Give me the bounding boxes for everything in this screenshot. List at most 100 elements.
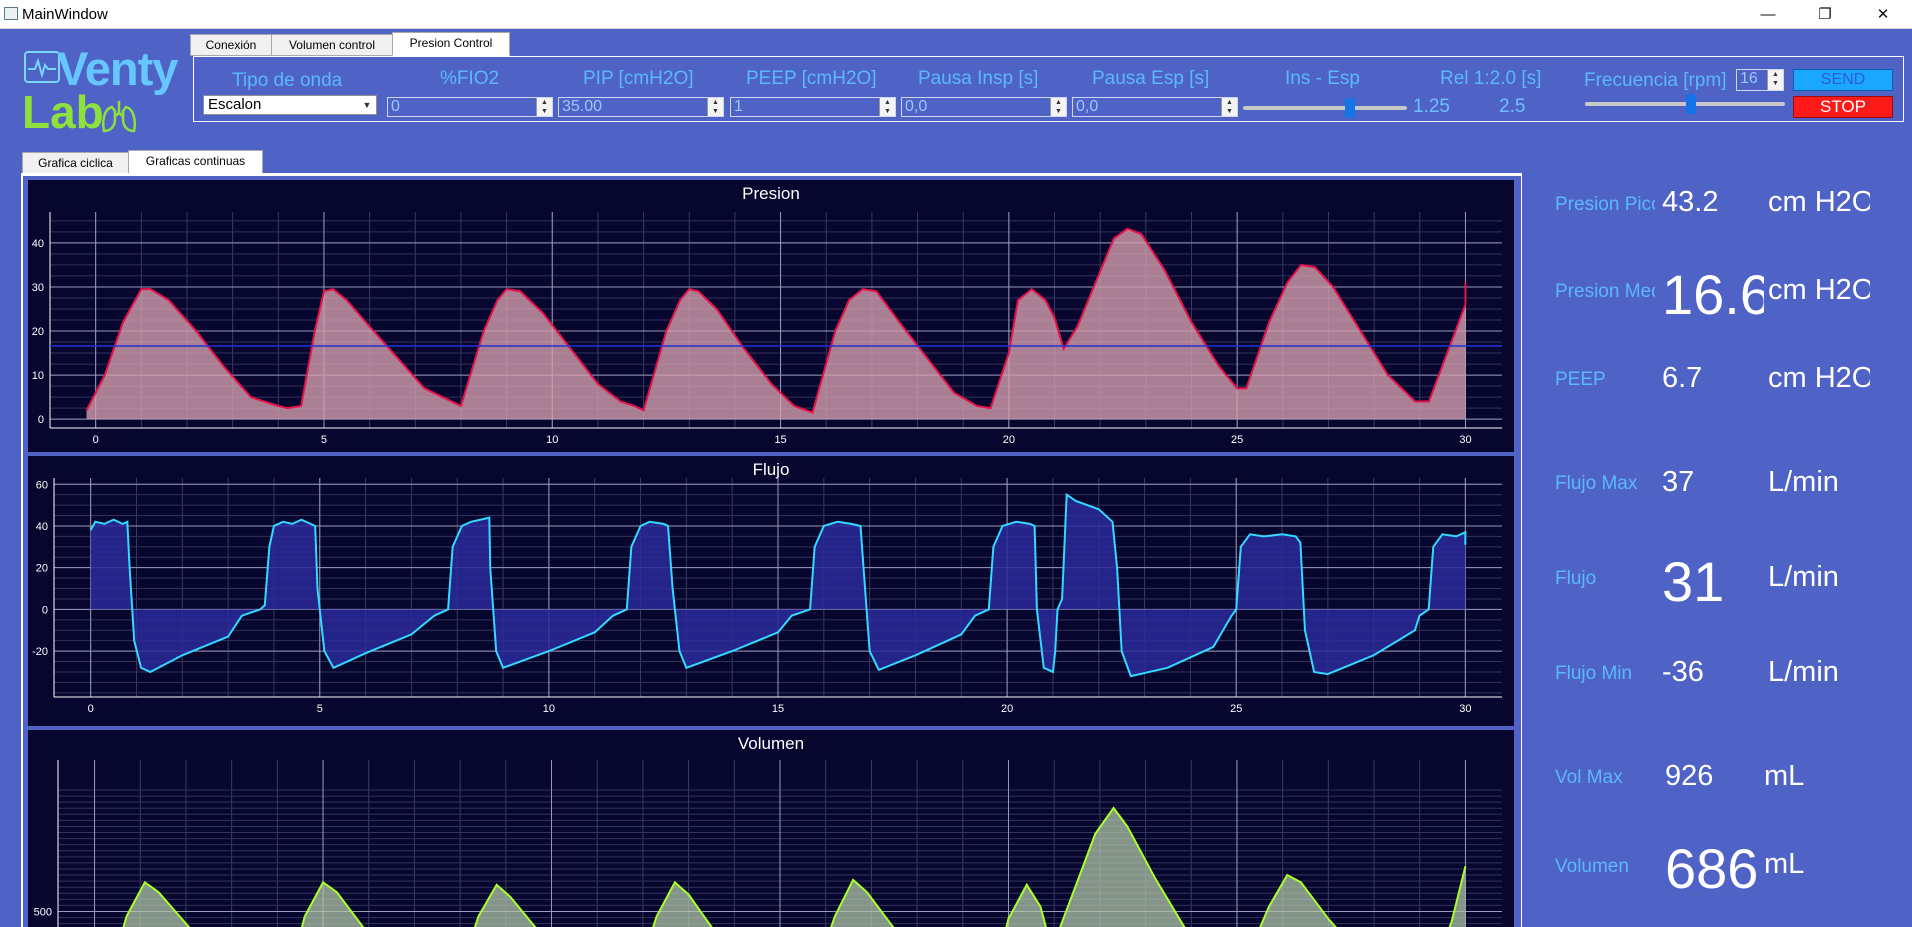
spin-arrows-icon[interactable]: ▲ ▼ (879, 98, 895, 116)
pressure-x-tick-label: 10 (546, 434, 558, 446)
metric-label-vol-max: Vol Max (1555, 767, 1623, 788)
flow-x-tick-label: 0 (88, 703, 94, 715)
flow-line (89, 492, 1467, 678)
flow-x-tick-label: 15 (772, 703, 784, 715)
pip-label: PIP [cmH2O] (583, 68, 694, 89)
pressure-y-tick-label: 40 (32, 238, 44, 250)
pausa-insp-spinbox[interactable]: 0,0 ▲ ▼ (901, 97, 1067, 117)
tab-grafica-ciclica[interactable]: Grafica ciclica (22, 152, 129, 174)
metric-unit-vol-max: mL (1764, 760, 1805, 792)
metric-unit-presion-media: cm H2O (1768, 274, 1870, 306)
tipo-onda-select[interactable]: Escalon ▼ (203, 95, 377, 115)
pressure-graph-title: Presion (742, 184, 800, 203)
chevron-down-icon: ▼ (362, 100, 372, 110)
pip-spinbox[interactable]: 35.00 ▲ ▼ (558, 97, 724, 117)
pressure-y-tick-label: 20 (32, 326, 44, 338)
stop-button[interactable]: STOP (1793, 96, 1893, 118)
metric-label-peep: PEEP (1555, 369, 1606, 390)
pressure-x-tick-label: 5 (321, 434, 327, 446)
volume-y-tick-label: 500 (34, 907, 52, 919)
send-button[interactable]: SEND (1793, 69, 1893, 91)
volume-line (122, 806, 1467, 927)
logo-word-venty: Venty (57, 42, 178, 95)
tab-presion-control[interactable]: Presion Control (392, 32, 510, 56)
flow-graph-title: Flujo (752, 460, 790, 479)
heartbeat-icon (28, 57, 56, 79)
pressure-x-tick-label: 25 (1231, 434, 1243, 446)
volume-plot: 500 (34, 760, 1502, 927)
tab-graficas-continuas[interactable]: Graficas continuas (128, 150, 263, 174)
pressure-x-tick-label: 30 (1459, 434, 1471, 446)
ins-esp-slider[interactable] (1243, 98, 1407, 118)
rel-label: Rel 1:2.0 [s] (1440, 68, 1542, 89)
frecuencia-slider-handle[interactable] (1686, 94, 1696, 114)
metric-unit-flujo-min: L/min (1768, 656, 1839, 688)
spin-arrows-icon[interactable]: ▲ ▼ (707, 98, 723, 116)
metric-value-flujo: 31 (1662, 550, 1725, 613)
volume-area (123, 807, 1466, 927)
pressure-y-tick-label: 0 (38, 414, 44, 426)
metric-value-flujo-max: 37 (1662, 466, 1695, 498)
control-panel (193, 56, 1904, 122)
tipo-onda-value: Escalon (208, 96, 262, 113)
ins-esp-label: Ins - Esp (1285, 68, 1360, 89)
frecuencia-spinbox[interactable]: 16 ▲ ▼ (1736, 69, 1784, 91)
minimize-button[interactable]: — (1760, 6, 1776, 23)
frecuencia-label: Frecuencia [rpm] (1584, 70, 1727, 91)
peep-value: 1 (734, 98, 743, 115)
flow-x-tick-label: 30 (1459, 703, 1471, 715)
restore-button[interactable]: ❐ (1818, 6, 1832, 23)
pressure-area (86, 228, 1466, 420)
volume-graph: Volumen 500 (28, 730, 1514, 927)
pressure-y-tick-label: 30 (32, 282, 44, 294)
pip-value: 35.00 (562, 98, 603, 115)
frecuencia-slider[interactable] (1585, 94, 1785, 114)
monitor-icon (24, 51, 60, 83)
fio2-spinbox[interactable]: 0 ▲ ▼ (387, 97, 553, 117)
pausa-esp-spinbox[interactable]: 0,0 ▲ ▼ (1072, 97, 1238, 117)
spin-arrows-icon[interactable]: ▲ ▼ (1221, 98, 1237, 116)
pausa-insp-label: Pausa Insp [s] (918, 68, 1039, 89)
spin-arrows-icon[interactable]: ▲ ▼ (536, 98, 552, 116)
tab-volumen-control[interactable]: Volumen control (271, 34, 393, 56)
flow-area (90, 494, 1466, 677)
peep-label: PEEP [cmH2O] (746, 68, 877, 89)
close-button[interactable]: ✕ (1876, 6, 1890, 23)
metric-unit-peep: cm H2O (1768, 362, 1870, 394)
pausa-insp-value: 0,0 (905, 98, 928, 115)
pressure-plot: 0 5 10 15 20 25 30 0 10 20 30 40 (32, 212, 1502, 446)
pressure-x-tick-label: 20 (1003, 434, 1015, 446)
metric-value-presion-media: 16.6 (1662, 263, 1764, 326)
volume-graph-title: Volumen (737, 734, 805, 753)
flow-plot: 0 5 10 15 20 25 30 -20 0 20 40 60 (32, 478, 1502, 715)
tab-conexion[interactable]: Conexión (190, 34, 272, 56)
ins-esp-slider-handle[interactable] (1344, 98, 1355, 118)
metric-unit-presion-pico: cm H2O (1768, 186, 1870, 218)
metric-label-volumen: Volumen (1555, 856, 1629, 877)
fio2-value: 0 (391, 98, 400, 115)
title-bar: MainWindow — ❐ ✕ (0, 0, 1912, 29)
flow-y-tick-label: 0 (42, 604, 48, 616)
ins-time-value: 1.25 (1413, 96, 1450, 117)
flow-graph: Flujo 0 5 10 15 20 25 30 -20 0 20 40 60 (28, 456, 1514, 726)
pressure-line (85, 227, 1467, 414)
pressure-x-tick-label: 0 (93, 434, 99, 446)
metric-value-peep: 6.7 (1662, 362, 1703, 394)
app-icon (4, 7, 18, 20)
metric-label-presion-pico: Presion Pico (1555, 194, 1655, 215)
pausa-esp-label: Pausa Esp [s] (1092, 68, 1210, 89)
flow-x-tick-label: 10 (543, 703, 555, 715)
metric-value-volumen: 686 (1665, 837, 1759, 900)
metric-label-presion-media: Presion Media (1555, 281, 1655, 302)
venty-lab-logo: Venty Lab (22, 42, 182, 138)
metric-value-flujo-min: -36 (1662, 656, 1704, 688)
peep-spinbox[interactable]: 1 ▲ ▼ (730, 97, 896, 117)
spin-arrows-icon[interactable]: ▲ ▼ (1050, 98, 1066, 116)
flow-y-tick-label: 20 (36, 563, 48, 575)
flow-x-tick-label: 5 (317, 703, 323, 715)
metric-unit-flujo-max: L/min (1768, 466, 1839, 498)
metric-value-vol-max: 926 (1665, 760, 1714, 792)
spin-arrows-icon[interactable]: ▲ ▼ (1767, 70, 1783, 90)
flow-y-tick-label: 40 (36, 521, 48, 533)
flow-x-tick-label: 20 (1001, 703, 1013, 715)
